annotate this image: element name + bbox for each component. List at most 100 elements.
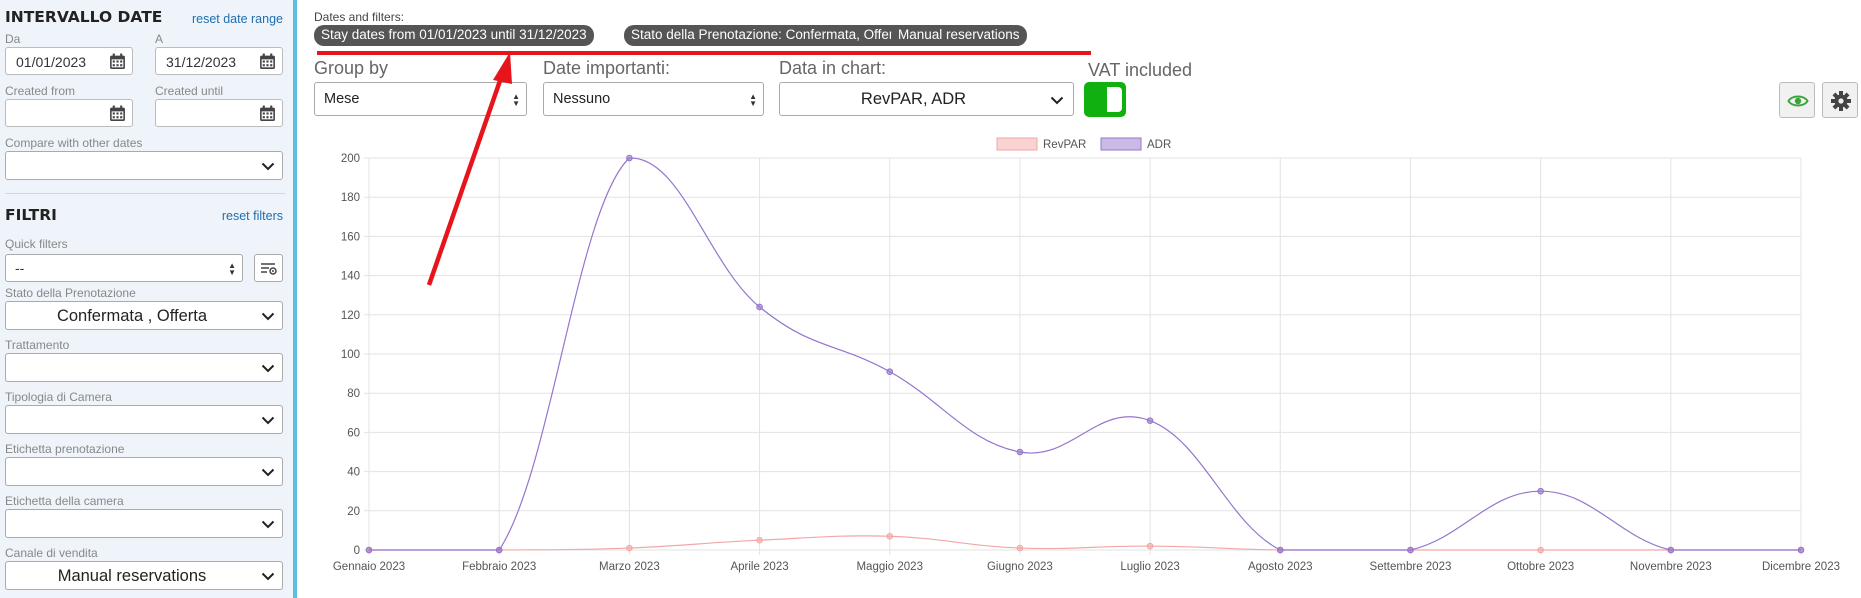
- data-point-adr: [1537, 487, 1544, 495]
- created-until-label: Created until: [155, 84, 224, 98]
- chevron-down-icon: [261, 468, 275, 477]
- x-tick-label: Ottobre 2023: [1507, 561, 1574, 573]
- x-tick-label: Gennaio 2023: [333, 561, 405, 573]
- quick-filters-select[interactable]: -- ▲ ▼: [5, 254, 243, 282]
- data-point-adr: [1276, 546, 1284, 554]
- x-tick-label: Aprile 2023: [730, 561, 788, 573]
- chart-legend: RevPAR ADR: [996, 137, 1171, 151]
- calendar-icon[interactable]: [109, 105, 126, 122]
- toggle-knob: [1107, 87, 1122, 112]
- chart-grid: [364, 157, 1802, 555]
- room-type-label: Tipologia di Camera: [5, 390, 112, 404]
- gear-icon: [1831, 91, 1851, 111]
- x-tick-label: Maggio 2023: [856, 561, 923, 573]
- y-tick-label: 60: [347, 427, 360, 439]
- vat-included-toggle[interactable]: [1084, 82, 1126, 117]
- sales-channel-select[interactable]: Manual reservations: [5, 561, 283, 590]
- calendar-icon[interactable]: [259, 105, 276, 122]
- reset-date-range-link[interactable]: reset date range: [191, 12, 283, 26]
- compare-dates-label: Compare with other dates: [5, 136, 143, 150]
- data-point-revpar: [1537, 546, 1544, 554]
- group-by-label: Group by: [314, 58, 389, 78]
- created-until-input[interactable]: [155, 99, 283, 127]
- room-tag-label: Etichetta della camera: [5, 494, 124, 508]
- data-point-adr: [495, 546, 503, 554]
- y-tick-label: 160: [341, 231, 360, 243]
- x-tick-label: Settembre 2023: [1370, 561, 1452, 573]
- data-point-adr: [1797, 546, 1805, 554]
- x-tick-label: Giugno 2023: [987, 561, 1053, 573]
- data-point-adr: [365, 546, 373, 554]
- data-point-adr: [886, 368, 894, 375]
- group-by-select[interactable]: Mese ▲ ▼: [314, 82, 527, 116]
- booking-status-select[interactable]: Confermata , Offerta: [5, 301, 283, 330]
- chevron-down-icon: [261, 520, 275, 529]
- data-point-revpar: [886, 532, 894, 540]
- from-date-label: Da: [5, 32, 21, 46]
- data-in-chart-label: Data in chart:: [779, 58, 887, 78]
- calendar-icon[interactable]: [259, 53, 276, 70]
- data-point-adr: [626, 154, 633, 162]
- section-divider: [5, 193, 285, 194]
- y-tick-label: 40: [347, 467, 360, 479]
- filters-title: FILTRI: [5, 206, 57, 224]
- data-point-revpar: [756, 536, 763, 544]
- y-tick-label: 0: [354, 545, 360, 557]
- filter-settings-icon: [261, 263, 277, 275]
- x-tick-label: Marzo 2023: [599, 561, 660, 573]
- legend-swatch: [996, 137, 1038, 151]
- created-from-input[interactable]: [5, 99, 133, 127]
- stay-dates-chip[interactable]: Stay dates from 01/01/2023 until 31/12/2…: [314, 25, 594, 46]
- chevron-down-icon: [1050, 96, 1064, 105]
- room-type-select[interactable]: [5, 405, 283, 434]
- sort-arrows-icon: ▲ ▼: [228, 261, 236, 277]
- data-point-adr: [1016, 448, 1024, 456]
- chart-series: [365, 154, 1805, 554]
- date-range-title: INTERVALLO DATE: [5, 8, 163, 26]
- booking-tag-select[interactable]: [5, 457, 283, 486]
- x-tick-label: Novembre 2023: [1630, 561, 1712, 573]
- legend-swatch: [1100, 137, 1142, 151]
- y-tick-label: 200: [341, 153, 360, 165]
- revpar-adr-line-chart: 0 20 40 60 80 100 120 140 160 180 200 Gennaio 2023 F…: [333, 137, 1840, 573]
- data-point-adr: [1407, 546, 1414, 554]
- legend-label: RevPAR: [1043, 139, 1086, 151]
- report-panel: Dates and filters: Stay dates from 01/01…: [301, 0, 1861, 598]
- data-in-chart-select[interactable]: RevPAR, ADR: [779, 82, 1074, 116]
- x-tick-label: Dicembre 2023: [1762, 561, 1840, 573]
- important-dates-select[interactable]: Nessuno ▲ ▼: [543, 82, 764, 116]
- eye-icon: [1787, 95, 1809, 107]
- y-tick-label: 180: [341, 192, 360, 204]
- settings-button[interactable]: [1822, 82, 1858, 118]
- series-line-revpar: [369, 535, 1801, 551]
- sales-channel-chip[interactable]: Manual reservations: [891, 25, 1027, 46]
- sales-channel-label: Canale di vendita: [5, 546, 98, 560]
- from-date-input[interactable]: 01/01/2023: [5, 47, 133, 75]
- booking-status-label: Stato della Prenotazione: [5, 286, 136, 300]
- chevron-down-icon: [261, 572, 275, 581]
- chevron-down-icon: [261, 364, 275, 373]
- data-point-adr: [1146, 417, 1154, 424]
- treatment-select[interactable]: [5, 353, 283, 382]
- calendar-icon[interactable]: [109, 53, 126, 70]
- vat-included-label: VAT included: [1088, 60, 1193, 80]
- booking-status-chip[interactable]: Stato della Prenotazione: Confermata, Of…: [624, 25, 912, 46]
- reset-filters-link[interactable]: reset filters: [221, 209, 283, 223]
- y-tick-label: 120: [341, 310, 360, 322]
- treatment-label: Trattamento: [5, 338, 70, 352]
- created-from-label: Created from: [5, 84, 76, 98]
- to-date-input[interactable]: 31/12/2023: [155, 47, 283, 75]
- to-date-label: A: [155, 32, 164, 46]
- data-point-revpar: [1016, 544, 1024, 552]
- sort-arrows-icon: ▲ ▼: [512, 92, 520, 108]
- chevron-down-icon: [261, 416, 275, 425]
- x-tick-label: Agosto 2023: [1248, 561, 1313, 573]
- show-hide-button[interactable]: [1779, 82, 1815, 118]
- booking-tag-label: Etichetta prenotazione: [5, 442, 125, 456]
- quick-filters-settings-button[interactable]: [254, 254, 283, 282]
- y-tick-label: 100: [341, 349, 360, 361]
- compare-dates-select[interactable]: [5, 151, 283, 180]
- room-tag-select[interactable]: [5, 509, 283, 538]
- x-tick-label: Febbraio 2023: [462, 561, 536, 573]
- data-point-adr: [756, 303, 763, 311]
